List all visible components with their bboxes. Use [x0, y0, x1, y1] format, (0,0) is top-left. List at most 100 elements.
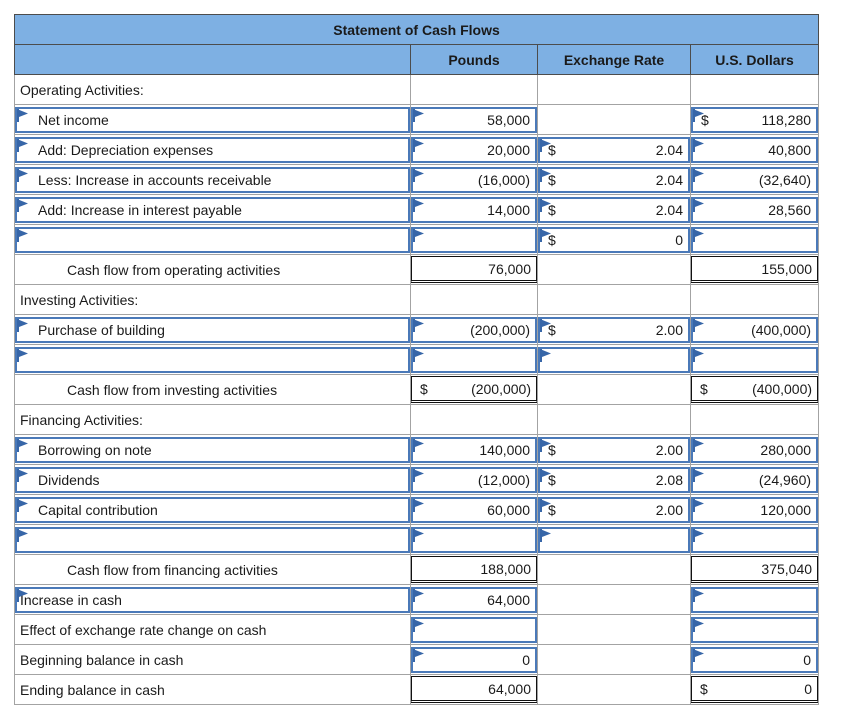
financing-blank-pounds-input[interactable] [411, 526, 537, 553]
investing-total-label-cell: Cash flow from investing activities [14, 374, 411, 405]
column-header-exchange-rate: Exchange Rate [537, 44, 691, 75]
purchase-building-exchange-rate-cell: $2.00 [537, 314, 691, 345]
dividends-us-dollars-input[interactable]: (24,960) [691, 466, 818, 493]
accounts-receivable-us-dollars-input[interactable]: (32,640) [691, 166, 818, 193]
page: Statement of Cash Flows Pounds Exchange … [13, 14, 820, 705]
dividends-pounds-input[interactable]: (12,000) [411, 466, 537, 493]
capital-contribution-exchange-rate-input[interactable]: $2.00 [538, 496, 690, 523]
dividends-pounds-cell: (12,000) [410, 464, 538, 495]
dividends-exchange-rate-input[interactable]: $2.08 [538, 466, 690, 493]
borrowing-note-label-input[interactable]: Borrowing on note [15, 436, 410, 463]
beginning-balance-us-dollars-value: 0 [803, 651, 812, 668]
increase-in-cash-label-input[interactable]: Increase in cash [15, 586, 410, 613]
borrowing-note-exchange-rate-cell: $2.00 [537, 434, 691, 465]
borrowing-note-exchange-rate-value: 2.00 [655, 441, 683, 458]
borrowing-note-exchange-rate-input[interactable]: $2.00 [538, 436, 690, 463]
financing-total-us-dollars-value: 375,040 [761, 560, 813, 577]
investing-header-row: Investing Activities: [14, 284, 820, 315]
accounts-receivable-exchange-rate-currency: $ [548, 171, 556, 188]
operating-total-exchange-rate-cell [537, 254, 691, 285]
borrowing-note-us-dollars-value: 280,000 [760, 441, 812, 458]
effect-exchange-rate-us-dollars-input[interactable] [691, 616, 818, 643]
dividends-label-input[interactable]: Dividends [15, 466, 410, 493]
purchase-building-label: Purchase of building [38, 321, 165, 338]
accounts-receivable-exchange-rate-value: 2.04 [655, 171, 683, 188]
operating-header-us-dollars-cell [689, 74, 820, 105]
investing-blank-label-input[interactable] [15, 346, 410, 373]
increase-in-cash-label-cell: Increase in cash [14, 584, 411, 615]
capital-contribution-exchange-rate-cell: $2.00 [537, 494, 691, 525]
depreciation-us-dollars-input[interactable]: 40,800 [691, 136, 818, 163]
depreciation-pounds-input[interactable]: 20,000 [411, 136, 537, 163]
dividends-exchange-rate-cell: $2.08 [537, 464, 691, 495]
interest-payable-pounds-value: 14,000 [487, 201, 530, 218]
column-header-label [14, 44, 411, 75]
interest-payable-pounds-input[interactable]: 14,000 [411, 196, 537, 223]
effect-exchange-rate-us-dollars-cell [689, 614, 820, 645]
beginning-balance-us-dollars-input[interactable]: 0 [691, 646, 818, 673]
capital-contribution-pounds-value: 60,000 [487, 501, 530, 518]
interest-payable-label-input[interactable]: Add: Increase in interest payable [15, 196, 410, 223]
investing-blank-us-dollars-input[interactable] [691, 346, 818, 373]
net-income-pounds-input[interactable]: 58,000 [411, 106, 537, 133]
interest-payable-label: Add: Increase in interest payable [38, 201, 242, 218]
net-income-us-dollars-input[interactable]: $118,280 [691, 106, 818, 133]
accounts-receivable-exchange-rate-input[interactable]: $2.04 [538, 166, 690, 193]
increase-in-cash-us-dollars-input[interactable] [691, 586, 818, 613]
borrowing-note-us-dollars-input[interactable]: 280,000 [691, 436, 818, 463]
investing-total-us-dollars-total: $ (400,000) [691, 376, 818, 403]
financing-blank-label-input[interactable] [15, 526, 410, 553]
input-flag-icon [413, 168, 424, 182]
financing-blank-exchange-rate-input[interactable] [538, 526, 690, 553]
column-header-pounds: Pounds [410, 44, 538, 75]
operating-blank-exchange-rate-input[interactable]: $0 [538, 226, 690, 253]
investing-blank-row [14, 344, 820, 375]
operating-blank-pounds-input[interactable] [411, 226, 537, 253]
financing-blank-us-dollars-input[interactable] [691, 526, 818, 553]
depreciation-label-input[interactable]: Add: Depreciation expenses [15, 136, 410, 163]
capital-contribution-pounds-input[interactable]: 60,000 [411, 496, 537, 523]
beginning-balance-row: Beginning balance in cash 0 0 [14, 644, 820, 675]
net-income-exchange-rate-cell [537, 104, 691, 135]
interest-payable-label-cell: Add: Increase in interest payable [14, 194, 411, 225]
net-income-pounds-cell: 58,000 [410, 104, 538, 135]
input-flag-icon [413, 228, 424, 242]
purchase-building-label-input[interactable]: Purchase of building [15, 316, 410, 343]
increase-in-cash-pounds-cell: 64,000 [410, 584, 538, 615]
effect-exchange-rate-pounds-input[interactable] [411, 616, 537, 643]
capital-contribution-us-dollars-cell: 120,000 [689, 494, 820, 525]
depreciation-pounds-cell: 20,000 [410, 134, 538, 165]
purchase-building-us-dollars-input[interactable]: (400,000) [691, 316, 818, 343]
investing-header-pounds-cell [410, 284, 538, 315]
input-flag-icon [413, 348, 424, 362]
purchase-building-exchange-rate-input[interactable]: $2.00 [538, 316, 690, 343]
increase-in-cash-pounds-input[interactable]: 64,000 [411, 586, 537, 613]
beginning-balance-pounds-input[interactable]: 0 [411, 646, 537, 673]
financing-blank-row [14, 524, 820, 555]
accounts-receivable-label-input[interactable]: Less: Increase in accounts receivable [15, 166, 410, 193]
interest-payable-us-dollars-input[interactable]: 28,560 [691, 196, 818, 223]
operating-blank-label-input[interactable] [15, 226, 410, 253]
interest-payable-exchange-rate-input[interactable]: $2.04 [538, 196, 690, 223]
investing-blank-pounds-input[interactable] [411, 346, 537, 373]
increase-in-cash-us-dollars-cell [689, 584, 820, 615]
capital-contribution-label-input[interactable]: Capital contribution [15, 496, 410, 523]
ending-balance-row: Ending balance in cash 64,000 $0 [14, 674, 820, 705]
depreciation-exchange-rate-value: 2.04 [655, 141, 683, 158]
borrowing-note-pounds-input[interactable]: 140,000 [411, 436, 537, 463]
borrowing-note-us-dollars-cell: 280,000 [689, 434, 820, 465]
depreciation-exchange-rate-input[interactable]: $2.04 [538, 136, 690, 163]
operating-header-exchange-rate-cell [537, 74, 691, 105]
purchase-building-pounds-input[interactable]: (200,000) [411, 316, 537, 343]
financing-blank-pounds-cell [410, 524, 538, 555]
net-income-label-input[interactable]: Net income [15, 106, 410, 133]
investing-blank-exchange-rate-input[interactable] [538, 346, 690, 373]
input-flag-icon [693, 138, 704, 152]
operating-header-label: Operating Activities: [20, 81, 144, 98]
operating-blank-us-dollars-input[interactable] [691, 226, 818, 253]
accounts-receivable-pounds-input[interactable]: (16,000) [411, 166, 537, 193]
financing-total-us-dollars-total: 375,040 [691, 556, 818, 583]
input-flag-icon [693, 198, 704, 212]
cash-flow-table: Statement of Cash Flows Pounds Exchange … [13, 14, 820, 705]
capital-contribution-us-dollars-input[interactable]: 120,000 [691, 496, 818, 523]
